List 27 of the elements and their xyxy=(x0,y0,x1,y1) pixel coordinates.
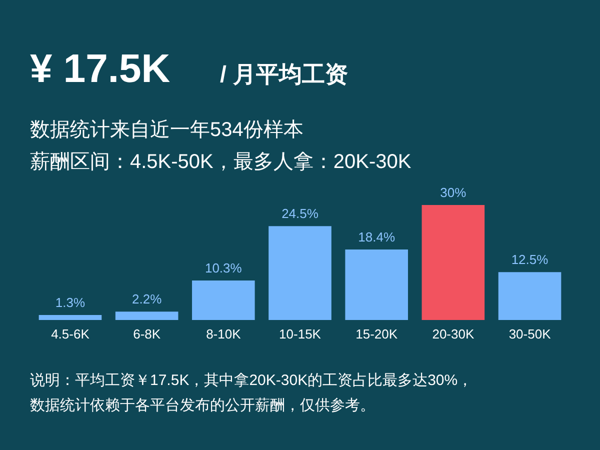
text: / 月平均工资 xyxy=(220,61,348,87)
text: 薪酬区间：4.5K-50K，最多人拿：20K-30K xyxy=(30,151,412,173)
x-tick-label: 30-50K xyxy=(508,326,552,342)
bar xyxy=(38,315,102,320)
x-tick-label: 4.5-6K xyxy=(51,326,90,342)
data-label: 1.3% xyxy=(55,295,86,310)
bar xyxy=(268,226,332,320)
data-label: 12.5% xyxy=(511,252,549,268)
bar xyxy=(422,205,485,320)
x-tick-label: 20-30K xyxy=(432,326,474,342)
data-label: 18.4% xyxy=(358,229,396,244)
bar xyxy=(345,249,408,320)
x-tick-label: 6-8K xyxy=(133,326,161,342)
text: 数据统计来自近一年534份样本 xyxy=(30,119,304,141)
bar xyxy=(115,312,178,320)
x-tick-label: 10-15K xyxy=(279,326,322,342)
x-tick-label: 8-10K xyxy=(206,326,242,342)
chart-title: ¥ 17.5K xyxy=(30,47,170,91)
bar xyxy=(498,272,562,320)
x-tick-label: 15-20K xyxy=(356,326,398,342)
data-label: 30% xyxy=(440,185,467,200)
data-label: 2.2% xyxy=(132,292,162,307)
text: 说明：平均工资￥17.5K，其中拿20K-30K的工资占比最多达30%， xyxy=(30,372,473,389)
data-label: 24.5% xyxy=(282,206,319,222)
text: 数据统计依赖于各平台发布的公开薪酬，仅供参考。 xyxy=(30,397,375,414)
data-label: 10.3% xyxy=(204,260,242,276)
bar xyxy=(192,280,255,320)
